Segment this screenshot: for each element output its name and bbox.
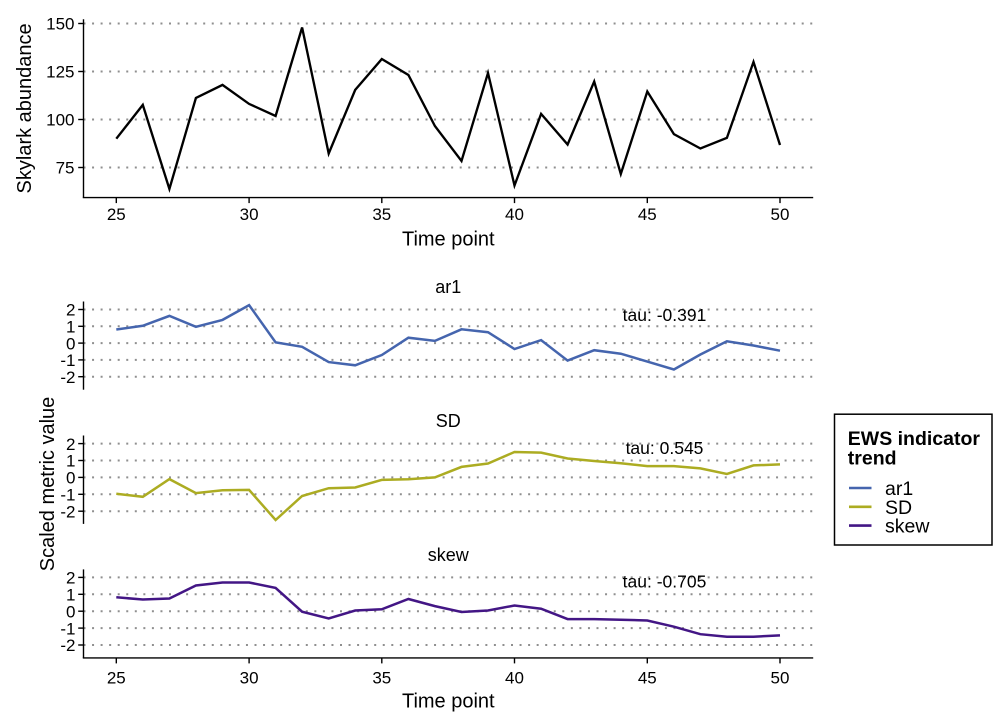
svg-text:Skylark abundance: Skylark abundance <box>14 23 36 193</box>
svg-text:skew: skew <box>885 516 930 538</box>
svg-text:Scaled metric value: Scaled metric value <box>37 397 59 572</box>
svg-text:1: 1 <box>66 452 75 471</box>
svg-text:trend: trend <box>848 448 897 470</box>
svg-text:1: 1 <box>66 586 75 605</box>
svg-text:0: 0 <box>66 334 75 353</box>
svg-text:50: 50 <box>771 205 790 224</box>
svg-text:125: 125 <box>46 63 74 82</box>
svg-text:45: 45 <box>638 205 657 224</box>
svg-text:1: 1 <box>66 318 75 337</box>
svg-text:tau: 0.545: tau: 0.545 <box>626 438 704 458</box>
svg-text:ar1: ar1 <box>435 277 461 297</box>
svg-text:150: 150 <box>46 15 74 34</box>
svg-text:skew: skew <box>428 545 470 565</box>
svg-text:40: 40 <box>505 205 524 224</box>
svg-text:tau: -0.391: tau: -0.391 <box>623 305 707 325</box>
svg-text:-1: -1 <box>60 619 75 638</box>
svg-text:35: 35 <box>372 205 391 224</box>
svg-text:Time point: Time point <box>402 229 495 251</box>
svg-text:45: 45 <box>638 668 657 687</box>
svg-text:75: 75 <box>56 159 75 178</box>
svg-text:-2: -2 <box>60 636 75 655</box>
svg-text:0: 0 <box>66 602 75 621</box>
svg-text:2: 2 <box>66 569 75 588</box>
svg-text:-2: -2 <box>60 368 75 387</box>
svg-text:30: 30 <box>240 205 259 224</box>
svg-text:SD: SD <box>885 497 912 519</box>
svg-text:-2: -2 <box>60 502 75 521</box>
svg-text:-1: -1 <box>60 486 75 505</box>
svg-text:25: 25 <box>107 668 126 687</box>
svg-text:EWS indicator: EWS indicator <box>848 428 981 450</box>
svg-text:ar1: ar1 <box>885 478 913 500</box>
svg-text:50: 50 <box>771 668 790 687</box>
svg-text:30: 30 <box>240 668 259 687</box>
svg-text:35: 35 <box>372 668 391 687</box>
svg-text:25: 25 <box>107 205 126 224</box>
svg-text:SD: SD <box>436 411 461 431</box>
svg-text:2: 2 <box>66 435 75 454</box>
svg-text:Time point: Time point <box>402 691 495 713</box>
svg-text:100: 100 <box>46 111 74 130</box>
svg-text:-1: -1 <box>60 351 75 370</box>
svg-text:0: 0 <box>66 469 75 488</box>
svg-text:40: 40 <box>505 668 524 687</box>
svg-text:tau: -0.705: tau: -0.705 <box>623 572 707 592</box>
svg-text:2: 2 <box>66 301 75 320</box>
